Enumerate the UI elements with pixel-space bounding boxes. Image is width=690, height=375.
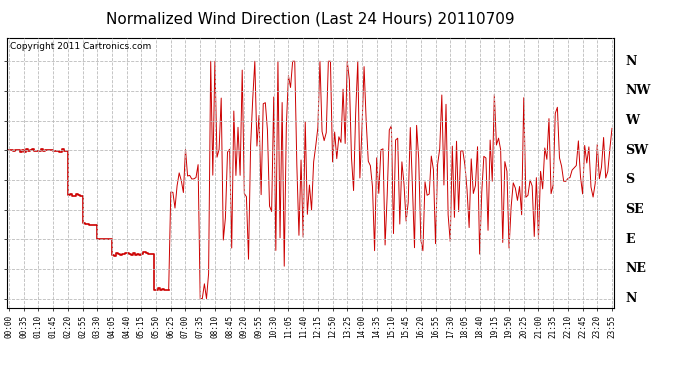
- Text: NE: NE: [625, 262, 646, 275]
- Text: Normalized Wind Direction (Last 24 Hours) 20110709: Normalized Wind Direction (Last 24 Hours…: [106, 11, 515, 26]
- Text: E: E: [625, 233, 635, 246]
- Text: N: N: [625, 292, 637, 305]
- Text: SE: SE: [625, 203, 644, 216]
- Text: SW: SW: [625, 144, 649, 157]
- Text: N: N: [625, 55, 637, 68]
- Text: NW: NW: [625, 84, 651, 98]
- Text: Copyright 2011 Cartronics.com: Copyright 2011 Cartronics.com: [10, 42, 151, 51]
- Text: W: W: [625, 114, 639, 127]
- Text: S: S: [625, 173, 634, 186]
